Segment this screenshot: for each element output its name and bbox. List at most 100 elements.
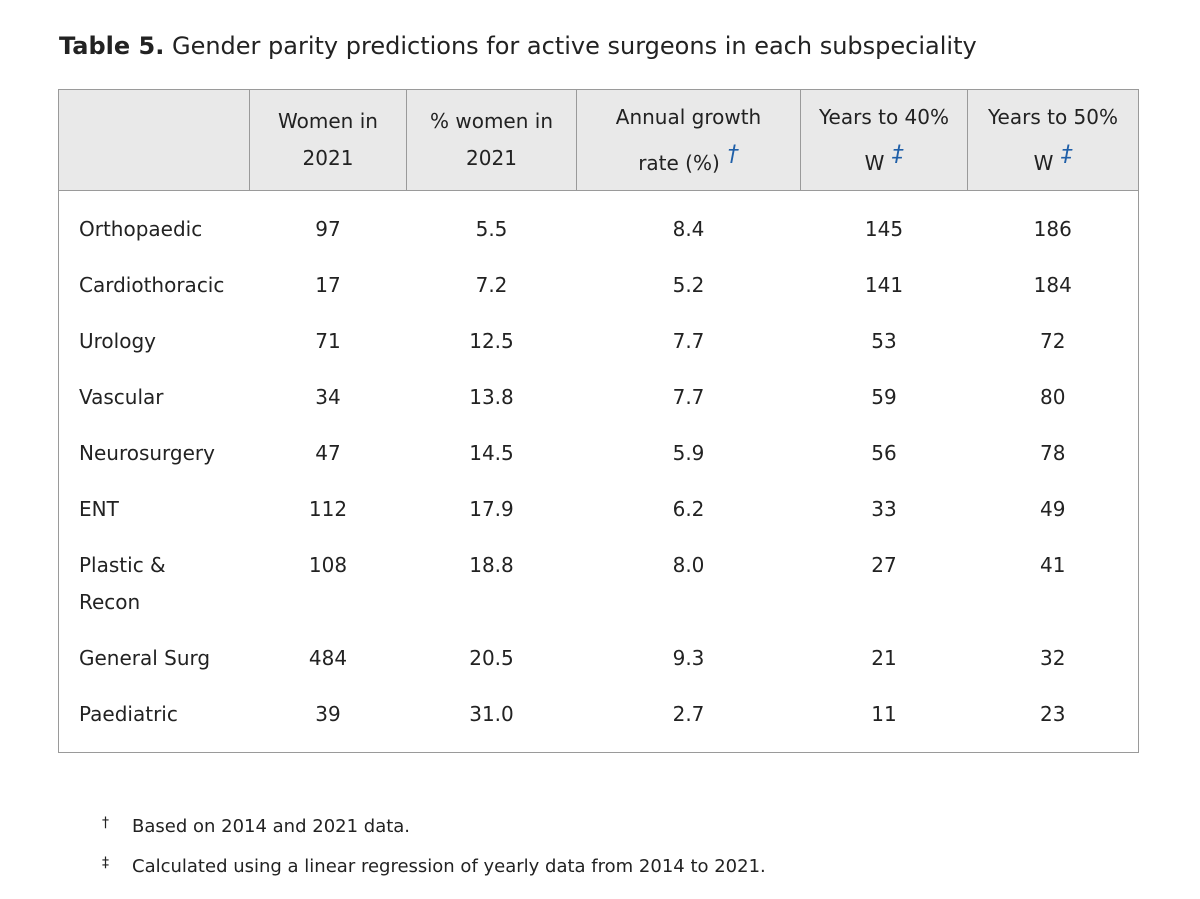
table-cell: 17: [315, 273, 341, 297]
row-label: Vascular: [79, 385, 164, 409]
header-line2-text: 2021: [302, 146, 354, 170]
table-cell: 184: [1033, 273, 1072, 297]
table-cell: 145: [864, 217, 904, 241]
table-caption: Table 5. Gender parity predictions for a…: [59, 28, 977, 64]
table-row: Paediatric 39 31.0 2.7 11 23: [59, 686, 1139, 753]
footnote-1-text: Based on 2014 and 2021 data.: [132, 816, 411, 837]
table-cell: 112: [308, 497, 348, 521]
header-line1: % women in: [429, 109, 553, 133]
header-cell-3: Annual growth rate (%) †: [576, 89, 801, 191]
header-line2-text: rate (%): [638, 150, 720, 175]
header-line2: W ‡: [807, 136, 961, 182]
table-row: Urology 71 12.5 7.7 53 72: [59, 313, 1139, 369]
table-header-row: Women in 2021 % women in 2021 Annual growth r…: [58, 89, 1139, 191]
header-cell-empty: [58, 89, 250, 191]
table-row: General Surg 484 20.5 9.3 21 32: [59, 630, 1139, 686]
header-cell-2: % women in 2021: [406, 89, 577, 191]
table-cell: 13.8: [469, 385, 514, 409]
row-label: General Surg: [79, 646, 211, 670]
table-row: Cardiothoracic 17 7.2 5.2 141 184: [59, 257, 1139, 313]
header-line2-text: W: [1033, 150, 1054, 175]
table-cell: 17.9: [469, 497, 514, 521]
table-row: Plastic & Recon 108 18.8 8.0 27 41: [59, 537, 1139, 630]
table-cell: 7.2: [475, 273, 508, 297]
row-label: Plastic & Recon: [79, 553, 166, 614]
table-cell: 97: [315, 217, 341, 241]
footnote-ref-link[interactable]: ‡: [1061, 141, 1073, 167]
table-cell: 7.7: [672, 385, 705, 409]
table-row: Neurosurgery 47 14.5 5.9 56 78: [59, 425, 1139, 481]
footnote-1-mark: †: [102, 815, 109, 831]
table-cell: 9.3: [672, 646, 705, 670]
table-cell: 7.7: [672, 329, 705, 353]
table-cell: 78: [1040, 441, 1066, 465]
row-label: Orthopaedic: [79, 217, 203, 241]
table-cell: 141: [864, 273, 904, 297]
table-cell: 47: [315, 441, 341, 465]
footnote-ref-link[interactable]: †: [727, 141, 739, 167]
table-cell: 23: [1040, 702, 1066, 726]
header-line1: Years to 50%: [987, 104, 1118, 129]
footnote-2-text: Calculated using a linear regression of …: [132, 856, 766, 877]
header-line2: 2021: [256, 140, 400, 177]
table-cell: 32: [1040, 646, 1066, 670]
parity-table: Women in 2021 % women in 2021 Annual growth r…: [58, 89, 1139, 753]
table-cell: 72: [1040, 329, 1066, 353]
header-line2-text: W: [864, 150, 885, 175]
table-cell: 20.5: [469, 646, 514, 670]
row-label: Neurosurgery: [79, 441, 215, 465]
table-cell: 53: [871, 329, 897, 353]
table-row: Vascular 34 13.8 7.7 59 80: [59, 369, 1139, 425]
table-cell: 186: [1033, 217, 1072, 241]
table-cell: 8.0: [672, 553, 705, 577]
table-cell: 71: [315, 329, 341, 353]
header-line1: Women in: [278, 109, 378, 133]
row-label: Paediatric: [79, 702, 178, 726]
table-cell: 5.5: [475, 217, 508, 241]
table-cell: 49: [1040, 497, 1066, 521]
table-row: Orthopaedic 97 5.5 8.4 145 186: [59, 191, 1139, 258]
header-cell-5: Years to 50% W ‡: [967, 89, 1139, 191]
table-cell: 41: [1040, 553, 1066, 577]
table-caption-text: Gender parity predictions for active sur…: [171, 32, 977, 60]
footnote-2-mark: ‡: [102, 855, 109, 871]
header-line2: 2021: [413, 140, 570, 177]
row-label: Cardiothoracic: [79, 273, 225, 297]
table-cell: 8.4: [672, 217, 705, 241]
table-cell: 2.7: [672, 702, 705, 726]
table-cell: 5.2: [672, 273, 705, 297]
table-cell: 34: [315, 385, 341, 409]
table-cell: 31.0: [469, 702, 514, 726]
footnote-ref-link[interactable]: ‡: [892, 141, 904, 167]
table-cell: 12.5: [469, 329, 514, 353]
table-cell: 108: [308, 553, 348, 577]
table-row: ENT 112 17.9 6.2 33 49: [59, 481, 1139, 537]
table-cell: 14.5: [469, 441, 514, 465]
header-cell-1: Women in 2021: [249, 89, 407, 191]
table-caption-label: Table 5.: [59, 32, 165, 60]
footnote-2: ‡ Calculated using a linear regression of…: [102, 850, 766, 880]
row-label: Urology: [79, 329, 156, 353]
table-cell: 18.8: [469, 553, 514, 577]
table-container: Women in 2021 % women in 2021 Annual growth r…: [58, 89, 1139, 753]
table-cell: 80: [1040, 385, 1066, 409]
table-body: Orthopaedic 97 5.5 8.4 145 186 Cardiothoracic 1…: [59, 191, 1139, 753]
header-line2-text: 2021: [466, 146, 517, 170]
header-line1: Years to 40%: [818, 104, 949, 129]
table-cell: 39: [315, 702, 341, 726]
table-cell: 33: [871, 497, 897, 521]
table-cell: 56: [871, 441, 897, 465]
header-line2: W ‡: [974, 136, 1132, 182]
table-cell: 6.2: [672, 497, 705, 521]
table-cell: 484: [308, 646, 348, 670]
table-cell: 5.9: [672, 441, 705, 465]
table-cell: 59: [871, 385, 897, 409]
table-cell: 27: [871, 553, 897, 577]
table-cell: 21: [871, 646, 897, 670]
header-cell-4: Years to 40% W ‡: [800, 89, 968, 191]
header-line2: rate (%) †: [583, 136, 794, 182]
table-cell: 11: [871, 702, 897, 726]
header-line1: Annual growth: [615, 104, 762, 129]
footnote-1: † Based on 2014 and 2021 data.: [102, 810, 410, 840]
row-label: ENT: [79, 497, 119, 521]
